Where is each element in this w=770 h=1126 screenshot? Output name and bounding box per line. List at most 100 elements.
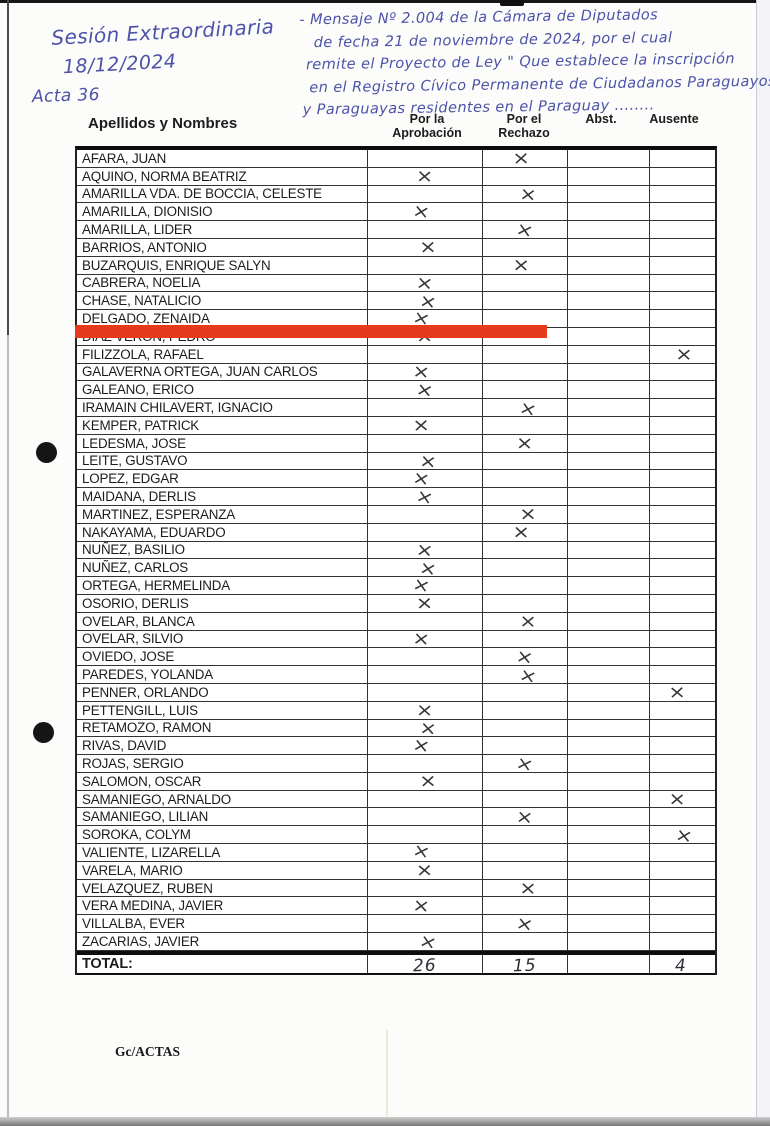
vote-cell-rechazo	[483, 274, 568, 292]
vote-cell-aprobacion: ×	[368, 452, 483, 470]
total-row: TOTAL: 26 15 4	[77, 950, 715, 975]
vote-cell-ausente	[650, 933, 711, 950]
vote-cell-rechazo	[483, 327, 568, 345]
vote-cell-ausente	[650, 755, 711, 772]
handwritten-x-mark: ×	[418, 719, 439, 737]
vote-cell-ausente	[650, 648, 711, 665]
column-header-aprobacion: Por la Aprobación	[392, 112, 462, 140]
vote-cell-ausente	[650, 559, 711, 576]
vote-cell-aprobacion: ×	[368, 488, 483, 505]
vote-cell-ausente	[650, 168, 711, 185]
deputy-name: NUÑEZ, CARLOS	[77, 559, 368, 577]
handwritten-x-mark: ×	[518, 185, 539, 203]
vote-cell-ausente	[650, 221, 711, 238]
handwritten-x-mark: ×	[415, 701, 435, 719]
vote-cell-aprobacion: ×	[368, 737, 483, 755]
vote-table: AFARA, JUAN × AQUINO, NORMA BEATRIZ × AMARIL…	[75, 146, 717, 975]
table-row: LOPEZ, EDGAR ×	[77, 470, 715, 489]
vote-cell-abst	[568, 185, 650, 203]
deputy-name: MAIDANA, DERLIS	[77, 488, 368, 505]
deputy-name: AFARA, JUAN	[77, 150, 368, 167]
table-row: AMARILLA, LIDER ×	[77, 221, 715, 239]
deputy-name: AQUINO, NORMA BEATRIZ	[77, 167, 368, 185]
vote-cell-ausente	[650, 275, 711, 292]
column-header-abst: Abst.	[585, 112, 617, 126]
scan-left-border-dark	[7, 0, 9, 335]
vote-cell-rechazo	[483, 559, 568, 577]
table-row: ZACARIAS, JAVIER ×	[77, 933, 715, 951]
deputy-name: PAREDES, YOLANDA	[77, 666, 368, 683]
table-row: NUÑEZ, CARLOS ×	[77, 559, 715, 578]
vote-cell-rechazo	[483, 310, 568, 327]
vote-cell-rechazo: ×	[483, 256, 568, 274]
vote-cell-aprobacion	[368, 755, 483, 772]
vote-cell-aprobacion	[368, 150, 483, 167]
deputy-name: LEITE, GUSTAVO	[77, 452, 368, 470]
vote-cell-aprobacion	[368, 505, 483, 523]
handwritten-x-mark: ×	[418, 452, 439, 470]
vote-cell-ausente	[650, 631, 711, 648]
deputy-name: LEDESMA, JOSE	[77, 434, 368, 452]
vote-cell-aprobacion	[368, 399, 483, 416]
table-row: BUZARQUIS, ENRIQUE SALYN ×	[77, 256, 715, 275]
table-row: VILLALBA, EVER ×	[77, 915, 715, 934]
deputy-name: VALIENTE, LIZARELLA	[77, 844, 368, 861]
vote-cell-rechazo: ×	[483, 755, 568, 772]
vote-cell-aprobacion: ×	[368, 559, 483, 577]
vote-cell-aprobacion: ×	[368, 363, 483, 381]
handwritten-x-mark: ×	[519, 505, 538, 523]
vote-cell-abst	[568, 150, 650, 167]
vote-cell-rechazo: ×	[483, 505, 568, 523]
vote-cell-aprobacion: ×	[368, 167, 483, 185]
scan-top-border	[0, 0, 770, 3]
vote-cell-rechazo	[483, 577, 568, 594]
table-row: VERA MEDINA, JAVIER ×	[77, 897, 715, 916]
vote-cell-abst	[568, 701, 650, 719]
deputy-name: AMARILLA VDA. DE BOCCIA, CELESTE	[77, 185, 368, 203]
deputy-name: RIVAS, DAVID	[77, 737, 368, 755]
handwritten-x-mark: ×	[411, 363, 432, 381]
vote-cell-abst	[568, 861, 650, 879]
vote-cell-abst	[568, 826, 650, 844]
vote-cell-aprobacion	[368, 666, 483, 683]
deputy-name: RETAMOZO, RAMON	[77, 719, 368, 737]
scan-left-border-light	[7, 335, 9, 1117]
vote-cell-abst	[568, 310, 650, 327]
vote-cell-aprobacion: ×	[368, 292, 483, 310]
handwritten-x-mark: ×	[417, 933, 440, 950]
table-row: OVELAR, SILVIO ×	[77, 630, 715, 649]
handwritten-x-mark: ×	[517, 666, 540, 683]
vote-cell-rechazo: ×	[483, 808, 568, 826]
handwritten-x-mark: ×	[411, 897, 432, 915]
vote-cell-rechazo	[483, 630, 568, 648]
handwritten-x-mark: ×	[674, 345, 694, 363]
table-row: NAKAYAMA, EDUARDO ×	[77, 523, 715, 542]
vote-cell-abst	[568, 452, 650, 470]
vote-cell-aprobacion	[368, 915, 483, 933]
vote-cell-abst	[568, 399, 650, 416]
handwritten-x-mark: ×	[415, 861, 435, 879]
scan-right-edge	[756, 0, 770, 1117]
deputy-name: VILLALBA, EVER	[77, 915, 368, 933]
vote-cell-rechazo: ×	[483, 221, 568, 238]
vote-cell-abst	[568, 933, 650, 950]
handwritten-x-mark: ×	[411, 470, 433, 488]
handwritten-x-mark: ×	[514, 221, 537, 238]
vote-cell-rechazo	[483, 719, 568, 737]
vote-cell-rechazo: ×	[483, 612, 568, 630]
table-row: AQUINO, NORMA BEATRIZ ×	[77, 167, 715, 186]
handwritten-x-mark: ×	[418, 292, 439, 310]
vote-cell-ausente	[650, 577, 711, 594]
vote-cell-abst	[568, 381, 650, 399]
vote-cell-rechazo	[483, 381, 568, 399]
handwritten-x-mark: ×	[519, 612, 538, 630]
vote-cell-ausente	[650, 880, 711, 897]
vote-cell-rechazo	[483, 701, 568, 719]
handwritten-x-mark: ×	[410, 844, 433, 861]
vote-cell-abst	[568, 915, 650, 933]
vote-cell-ausente	[650, 328, 711, 345]
vote-cell-aprobacion: ×	[368, 844, 483, 861]
footer-code: Gc/ACTAS	[115, 1044, 181, 1059]
table-row: AMARILLA VDA. DE BOCCIA, CELESTE ×	[77, 185, 715, 204]
handwritten-x-mark: ×	[419, 772, 438, 790]
